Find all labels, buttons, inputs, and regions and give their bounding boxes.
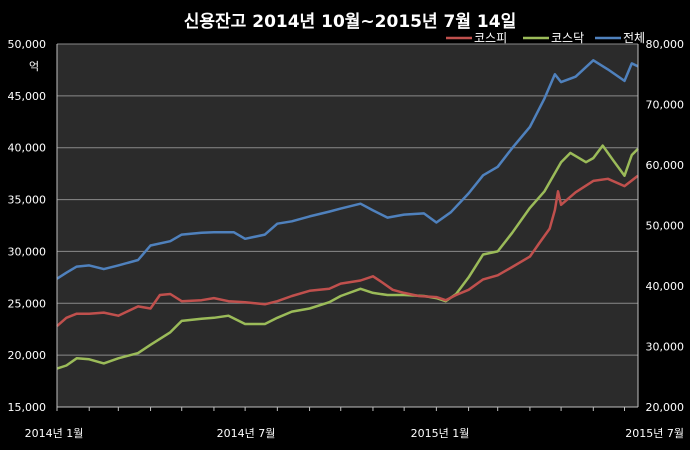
x-tick-label: 2015년 7월: [625, 427, 684, 440]
right-tick-label: 60,000: [646, 159, 685, 172]
left-tick-label: 20,000: [8, 349, 47, 362]
right-tick-label: 70,000: [646, 99, 685, 112]
series-line-1: [56, 144, 639, 370]
x-axis: 2014년 1월 2014년 7월 2015년 1월 2015년 7월: [25, 406, 684, 440]
right-tick-label: 40,000: [646, 280, 685, 293]
legend-label: 코스닥: [551, 31, 584, 45]
right-tick-label: 50,000: [646, 220, 685, 233]
left-tick-label: 25,000: [8, 297, 47, 310]
left-tick-label: 15,000: [8, 401, 47, 414]
right-tick-label: 80,000: [646, 38, 685, 51]
right-tick-label: 30,000: [646, 341, 685, 354]
gridlines: [57, 43, 638, 356]
x-tick-label: 2014년 1월: [25, 427, 84, 440]
left-tick-label: 50,000: [8, 38, 47, 51]
left-tick-label: 40,000: [8, 142, 47, 155]
series-line-0: [56, 174, 639, 328]
left-y-axis: 15,000 20,000 25,000 30,000 35,000 40,000 45,0…: [8, 38, 58, 414]
series-line-2: [56, 59, 639, 280]
legend: 코스피 코스닥 전체: [446, 31, 645, 45]
right-tick-label: 20,000: [646, 401, 685, 414]
legend-label: 코스피: [474, 31, 507, 45]
left-tick-label: 35,000: [8, 194, 47, 207]
right-y-axis: 20,000 30,000 40,000 50,000 60,000 70,000 80,0…: [637, 38, 685, 414]
left-axis-unit: 억: [29, 60, 39, 73]
left-tick-label: 45,000: [8, 90, 47, 103]
x-tick-label: 2014년 7월: [217, 427, 276, 440]
chart-title: 신용잔고 2014년 10월~2015년 7월 14일: [184, 12, 516, 32]
x-tick-label: 2015년 1월: [411, 427, 470, 440]
left-tick-label: 30,000: [8, 245, 47, 258]
series-lines: [56, 59, 639, 370]
legend-label: 전체: [623, 31, 645, 45]
